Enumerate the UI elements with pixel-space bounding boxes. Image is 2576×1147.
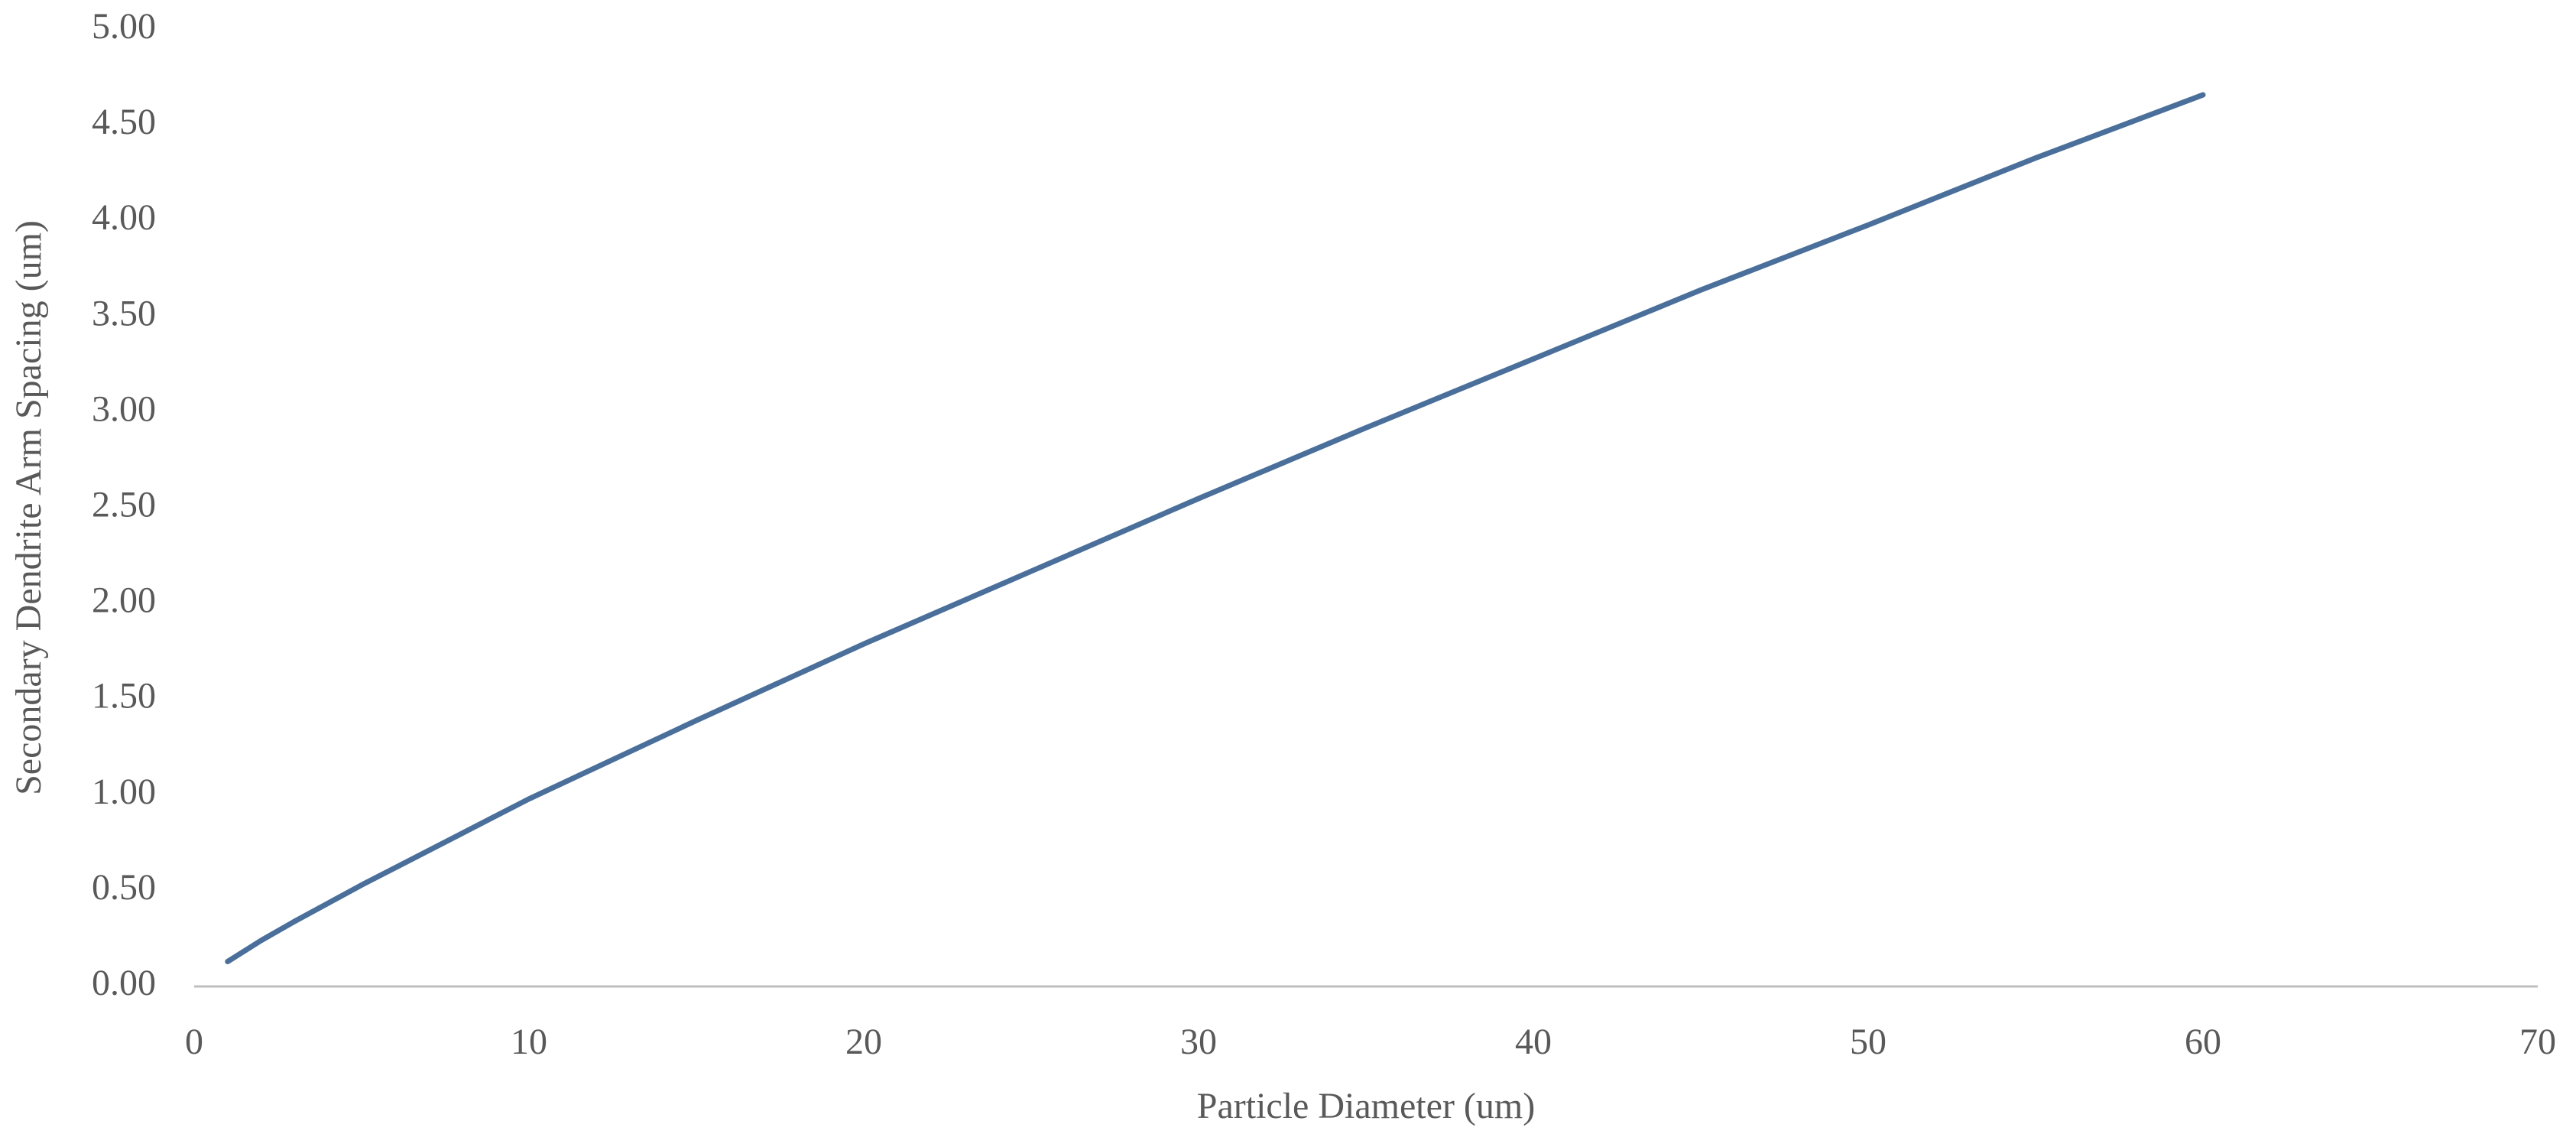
data-line xyxy=(225,92,2206,964)
y-tick-label: 5.00 xyxy=(92,6,156,47)
y-tick-label: 3.00 xyxy=(92,388,156,429)
x-tick-label: 0 xyxy=(185,1022,203,1062)
x-tick-label: 70 xyxy=(2519,1022,2556,1062)
x-tick-label: 40 xyxy=(1515,1022,1552,1062)
x-tick-label: 50 xyxy=(1850,1022,1887,1062)
y-tick-label: 1.50 xyxy=(92,676,156,716)
y-axis-title: Secondary Dendrite Arm Spacing (um) xyxy=(8,220,49,795)
x-tick-label: 10 xyxy=(511,1022,547,1062)
y-tick-label: 3.50 xyxy=(92,293,156,333)
y-tick-label: 1.00 xyxy=(92,772,156,812)
y-tick-label: 4.50 xyxy=(92,102,156,142)
y-tick-label: 4.00 xyxy=(92,197,156,238)
x-tick-label: 20 xyxy=(845,1022,882,1062)
y-tick-label: 0.00 xyxy=(92,963,156,1003)
y-tick-label: 0.50 xyxy=(92,867,156,908)
y-tick-label: 2.00 xyxy=(92,580,156,621)
y-tick-label: 2.50 xyxy=(92,485,156,525)
x-axis-title: Particle Diameter (um) xyxy=(1197,1086,1535,1126)
x-tick-label: 30 xyxy=(1180,1022,1217,1062)
x-tick-label: 60 xyxy=(2185,1022,2221,1062)
